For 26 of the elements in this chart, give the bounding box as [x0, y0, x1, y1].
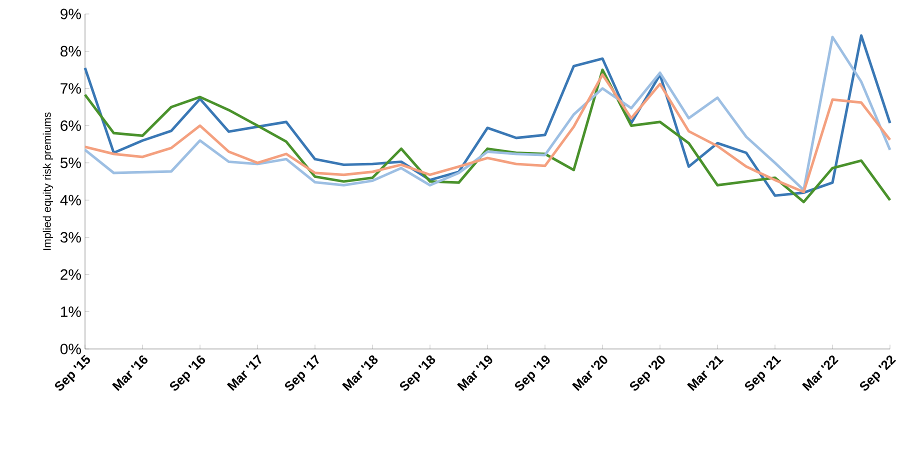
x-tick-label: Mar '19: [457, 356, 492, 391]
x-tick-label: Sep '20: [630, 356, 665, 391]
y-tick-label: 5%: [60, 158, 81, 168]
x-tick-label: Mar '22: [802, 355, 839, 391]
x-tick-label: Sep '15: [54, 354, 90, 391]
x-tick-label: Sep '18: [400, 355, 436, 391]
x-tick-label: Sep '17: [284, 354, 319, 391]
x-tick-label: Mar '21: [687, 356, 724, 391]
y-tick-label: 2%: [60, 269, 81, 280]
x-tick-label: Mar '18: [342, 355, 378, 391]
y-tick-label: 9%: [60, 8, 81, 20]
x-tick-label: Mar '17: [226, 354, 262, 391]
y-tick-label: 8%: [60, 46, 81, 56]
x-tick-label: Mar '16: [112, 355, 148, 391]
x-tick-label: Sep '21: [744, 356, 782, 391]
y-tick-label: 6%: [60, 120, 81, 131]
y-tick-label: 0%: [60, 344, 81, 354]
y-tick-label: 7%: [60, 83, 81, 94]
x-tick-label: Mar '20: [572, 356, 608, 391]
y-tick-label: 3%: [60, 232, 81, 243]
x-tick-label: Sep '16: [170, 355, 206, 391]
y-tick-label: 1%: [61, 306, 81, 317]
y-axis-title: Implied equity risk premiums: [42, 112, 54, 250]
y-tick-label: 4%: [60, 194, 81, 206]
x-tick-label: Sep '19: [514, 356, 550, 391]
x-tick-label: Sep '22: [860, 355, 896, 391]
